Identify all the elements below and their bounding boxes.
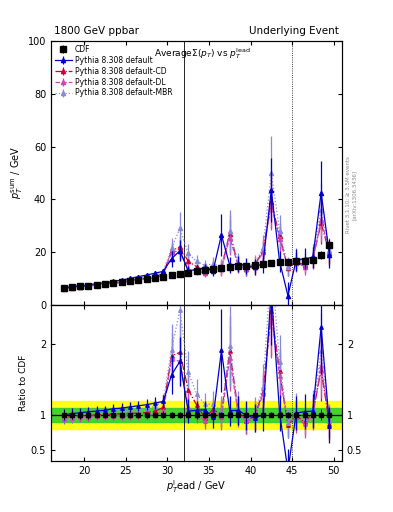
Text: Average$\Sigma(p_T)$ vs $p_T^{\rm lead}$: Average$\Sigma(p_T)$ vs $p_T^{\rm lead}$ bbox=[154, 46, 251, 61]
Text: Underlying Event: Underlying Event bbox=[249, 26, 339, 36]
Text: 1800 GeV ppbar: 1800 GeV ppbar bbox=[54, 26, 139, 36]
Legend: CDF, Pythia 8.308 default, Pythia 8.308 default-CD, Pythia 8.308 default-DL, Pyt: CDF, Pythia 8.308 default, Pythia 8.308 … bbox=[53, 43, 174, 99]
X-axis label: $p_T^{\rm l}$ead / GeV: $p_T^{\rm l}$ead / GeV bbox=[166, 478, 227, 495]
Y-axis label: Ratio to CDF: Ratio to CDF bbox=[19, 355, 28, 411]
Text: [arXiv:1306.3436]: [arXiv:1306.3436] bbox=[352, 169, 357, 220]
Y-axis label: $p_T^{\rm sum}$ / GeV: $p_T^{\rm sum}$ / GeV bbox=[10, 146, 25, 200]
Text: Rivet 3.1.10; ≥ 3.5M events: Rivet 3.1.10; ≥ 3.5M events bbox=[346, 156, 351, 233]
